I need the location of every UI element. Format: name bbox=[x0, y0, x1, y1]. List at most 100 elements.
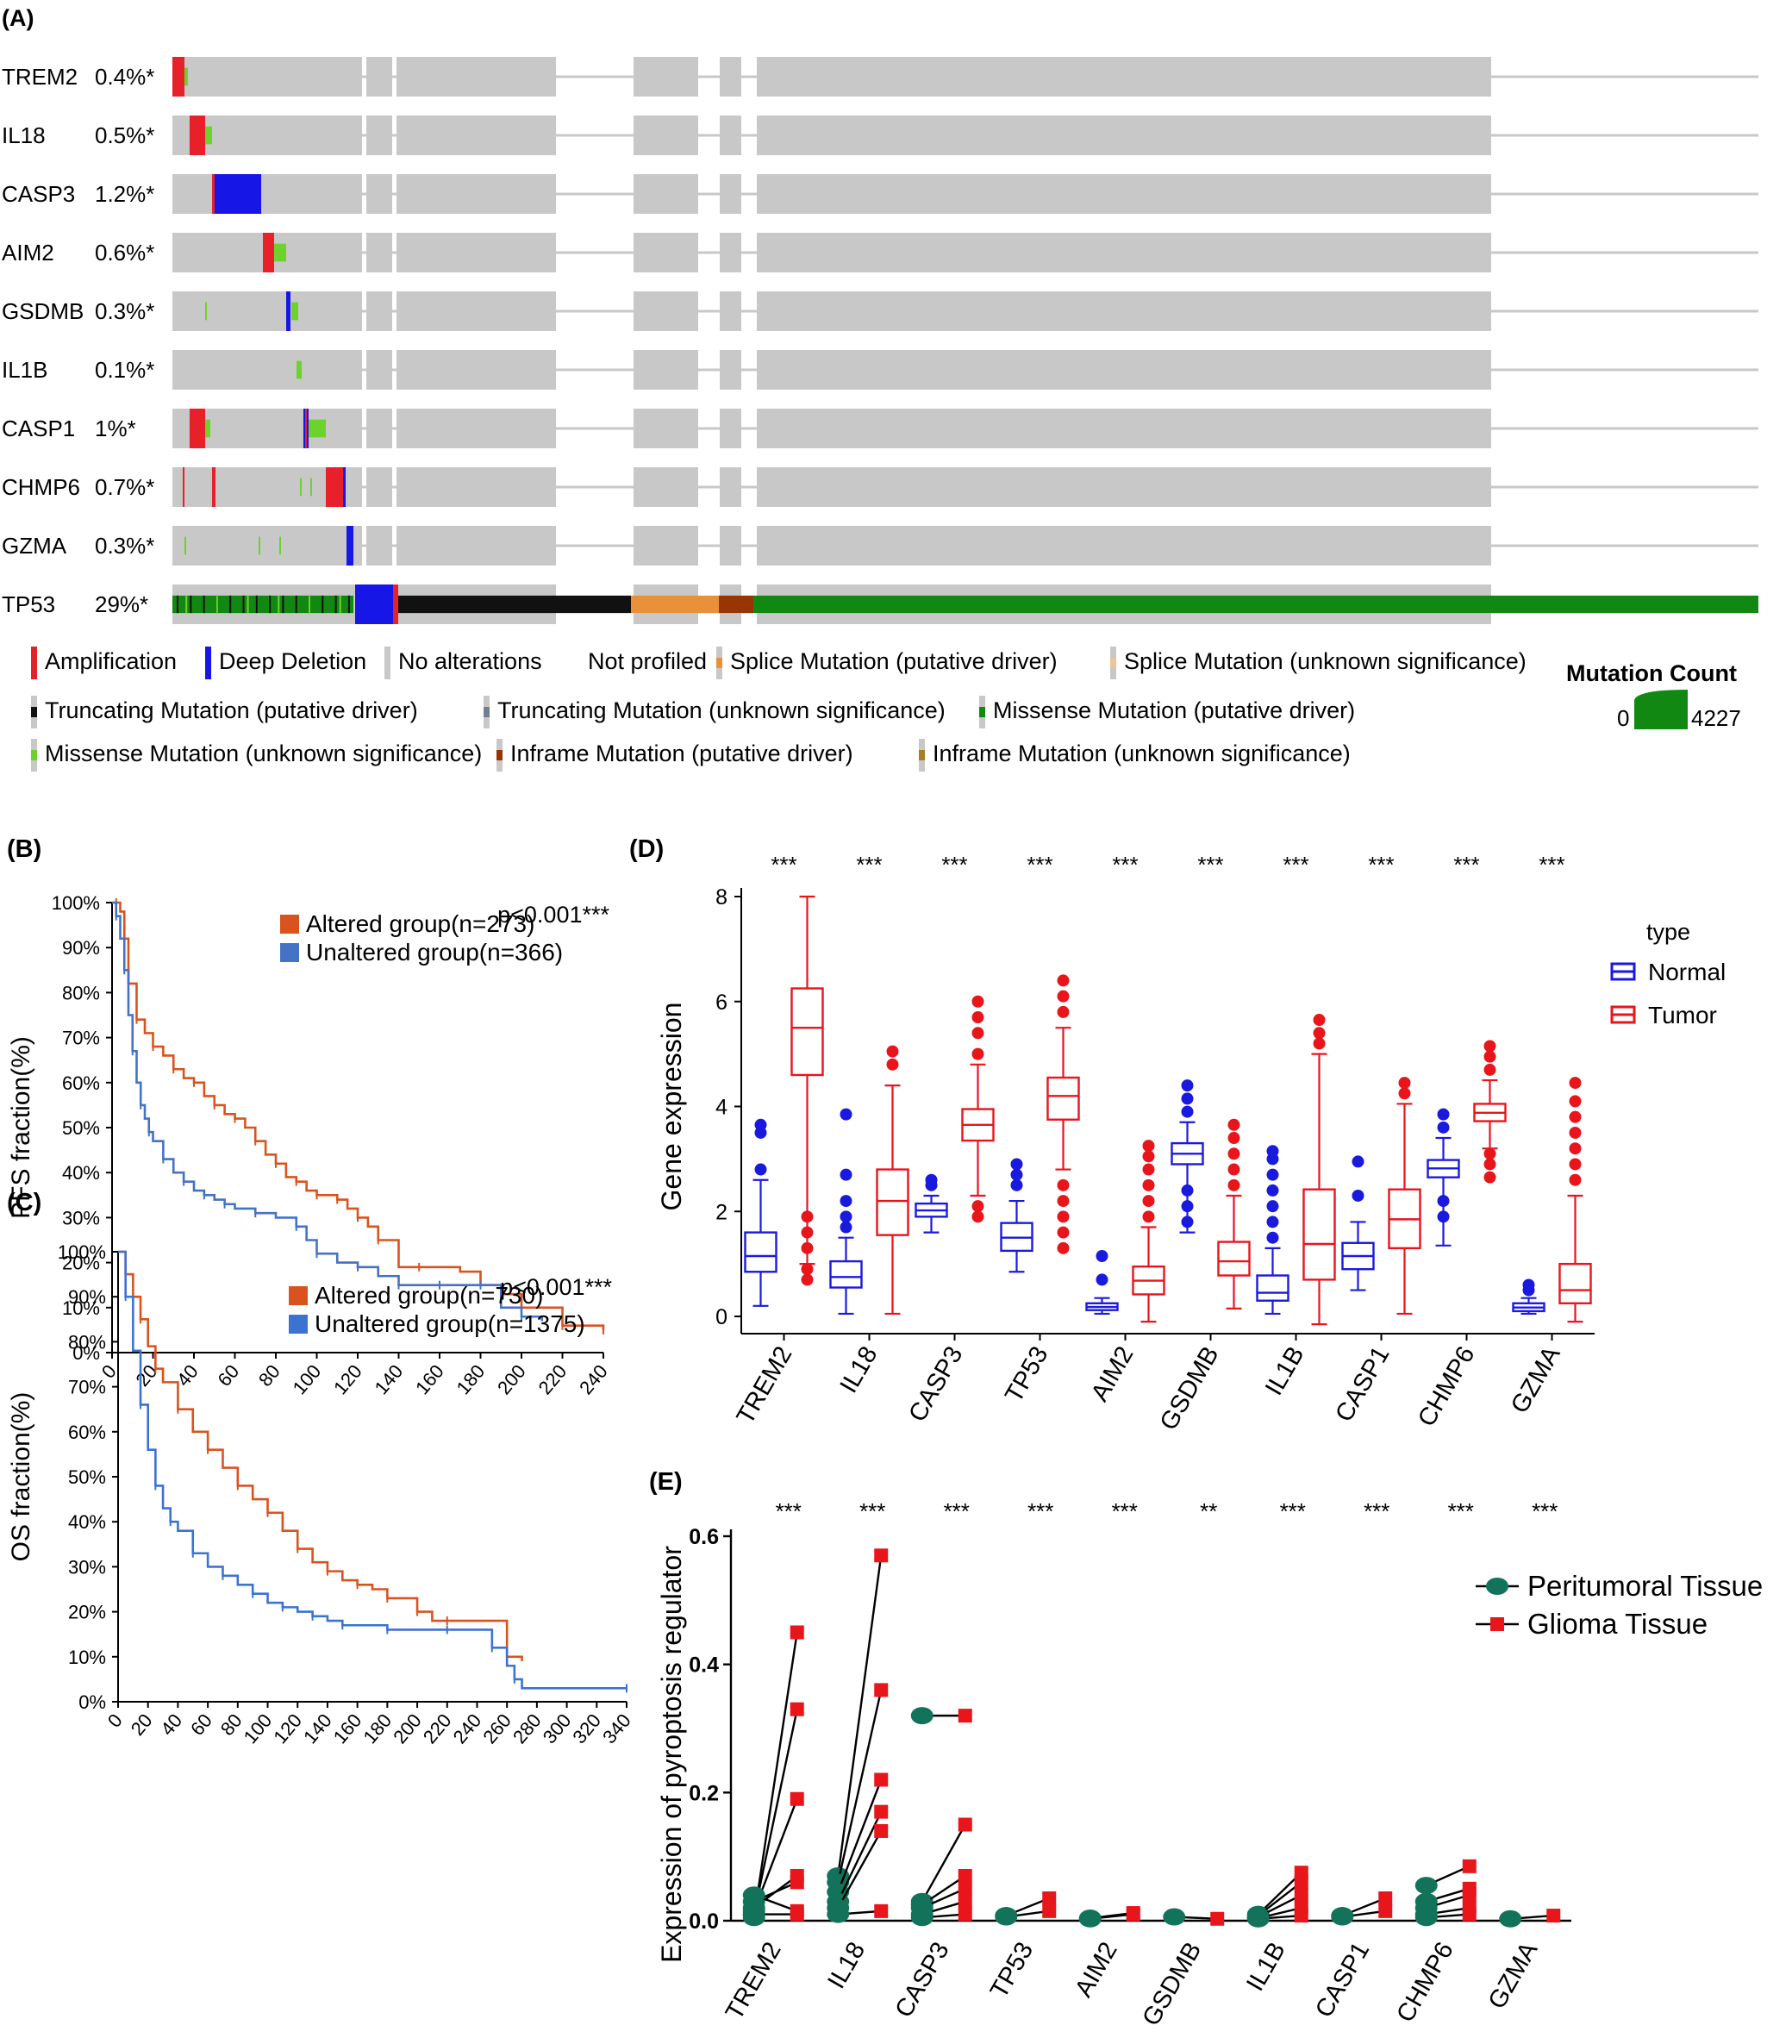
outlier-point bbox=[1569, 1126, 1582, 1139]
outlier-point bbox=[1266, 1184, 1279, 1197]
box bbox=[1558, 1262, 1592, 1304]
outlier-point bbox=[840, 1108, 852, 1121]
mutation-count-title: Mutation Count bbox=[1566, 660, 1737, 686]
significance-marker: *** bbox=[1539, 852, 1564, 878]
alteration-mark bbox=[309, 419, 326, 438]
significance-marker: *** bbox=[1364, 1498, 1389, 1524]
outlier-point bbox=[840, 1168, 852, 1181]
legend-swatch bbox=[484, 707, 490, 717]
glioma-point bbox=[1042, 1891, 1057, 1905]
outlier-point bbox=[1227, 1178, 1240, 1191]
significance-marker: *** bbox=[859, 1498, 885, 1524]
mutation-count-min: 0 bbox=[1617, 705, 1629, 731]
gene-alteration-frequency: 1%* bbox=[95, 416, 136, 441]
significance-marker: ** bbox=[1200, 1498, 1217, 1524]
peritumoral-point bbox=[995, 1908, 1018, 1926]
significance-marker: *** bbox=[856, 852, 882, 878]
mutation-count-gradient bbox=[1634, 690, 1688, 729]
peritumoral-point bbox=[910, 1909, 933, 1927]
legend-label: Unaltered group(n=1375) bbox=[315, 1310, 585, 1337]
significance-marker: *** bbox=[1448, 1498, 1474, 1524]
outlier-point bbox=[1227, 1163, 1240, 1176]
alteration-mark bbox=[184, 536, 186, 555]
legend-label: Peritumoral Tissue bbox=[1527, 1570, 1763, 1602]
legend-label: Glioma Tissue bbox=[1527, 1608, 1708, 1640]
missense-unknown-mark bbox=[278, 595, 280, 614]
glioma-point bbox=[958, 1709, 972, 1723]
alteration-mark bbox=[259, 536, 260, 555]
legend-swatch bbox=[919, 750, 925, 760]
gene-name: CASP1 bbox=[2, 416, 75, 441]
outlier-point bbox=[1266, 1216, 1279, 1228]
legend-label: Splice Mutation (unknown significance) bbox=[1124, 648, 1527, 674]
legend-label: Not profiled bbox=[588, 648, 707, 674]
outlier-point bbox=[971, 1011, 984, 1024]
alteration-mark bbox=[305, 409, 307, 448]
significance-marker: *** bbox=[1027, 852, 1052, 878]
pair-line bbox=[752, 1632, 798, 1918]
y-tick-label: 60% bbox=[62, 1072, 100, 1094]
glioma-point bbox=[1462, 1859, 1477, 1873]
glioma-point bbox=[790, 1907, 804, 1922]
outlier-point bbox=[1057, 1195, 1070, 1208]
outlier-point bbox=[1313, 1027, 1326, 1040]
peritumoral-point bbox=[1331, 1908, 1354, 1926]
outlier-point bbox=[1227, 1118, 1240, 1131]
p-value: p<0.001*** bbox=[497, 902, 609, 928]
panel-label-a: (A) bbox=[2, 5, 34, 31]
outlier-point bbox=[1181, 1200, 1194, 1213]
outlier-point bbox=[1057, 1210, 1070, 1223]
y-axis-label: Expression of pyroptosis regulator bbox=[656, 1546, 687, 1963]
y-tick-label: 20% bbox=[68, 1602, 106, 1623]
gene-alteration-frequency: 29%* bbox=[95, 591, 148, 617]
glioma-point bbox=[1210, 1911, 1225, 1926]
significance-marker: *** bbox=[1368, 852, 1394, 878]
alteration-mark bbox=[190, 409, 205, 448]
box bbox=[1302, 1188, 1336, 1281]
alteration-mark bbox=[279, 536, 281, 555]
alteration-mark bbox=[310, 478, 312, 497]
glioma-point bbox=[874, 1804, 889, 1819]
gene-alteration-frequency: 0.7%* bbox=[95, 474, 154, 500]
survival-curve bbox=[112, 901, 544, 1322]
pair-line bbox=[837, 1555, 883, 1877]
outlier-point bbox=[1569, 1142, 1582, 1155]
y-tick-label: 40% bbox=[62, 1162, 100, 1184]
significance-marker: *** bbox=[944, 1498, 970, 1524]
outlier-point bbox=[1569, 1095, 1582, 1108]
outlier-point bbox=[840, 1195, 852, 1208]
outlier-point bbox=[754, 1118, 767, 1131]
outlier-point bbox=[1398, 1087, 1411, 1100]
y-tick-label: 0.0 bbox=[689, 1910, 719, 1934]
significance-marker: *** bbox=[1453, 852, 1479, 878]
glioma-point bbox=[790, 1875, 804, 1890]
outlier-point bbox=[1522, 1278, 1535, 1291]
y-tick-label: 30% bbox=[68, 1556, 106, 1578]
gene-name: GSDMB bbox=[2, 298, 84, 324]
outlier-point bbox=[1181, 1105, 1194, 1118]
outlier-point bbox=[971, 1047, 984, 1060]
significance-marker: *** bbox=[1112, 852, 1138, 878]
y-tick-label: 50% bbox=[68, 1466, 106, 1488]
outlier-point bbox=[886, 1045, 899, 1058]
outlier-point bbox=[1266, 1231, 1279, 1244]
glioma-point bbox=[1294, 1875, 1308, 1890]
outlier-point bbox=[1181, 1092, 1194, 1105]
peritumoral-point bbox=[1163, 1908, 1186, 1926]
outlier-point bbox=[801, 1241, 814, 1254]
legend-swatch bbox=[1110, 658, 1116, 668]
y-tick-label: 100% bbox=[58, 1241, 106, 1263]
outlier-point bbox=[971, 1027, 984, 1040]
legend-label: Altered group(n=730) bbox=[315, 1282, 543, 1309]
missense-unknown-mark bbox=[247, 595, 249, 614]
gene-name: TP53 bbox=[2, 591, 55, 617]
legend-swatch bbox=[31, 707, 37, 717]
splice-mark bbox=[631, 595, 719, 614]
legend-label: Truncating Mutation (unknown significanc… bbox=[497, 697, 946, 723]
pair-line bbox=[837, 1779, 883, 1892]
missense-unknown-mark bbox=[185, 595, 188, 614]
missense-unknown-mark bbox=[339, 595, 341, 614]
legend-swatch bbox=[716, 658, 722, 668]
outlier-point bbox=[1352, 1189, 1364, 1202]
glioma-point bbox=[958, 1868, 972, 1883]
